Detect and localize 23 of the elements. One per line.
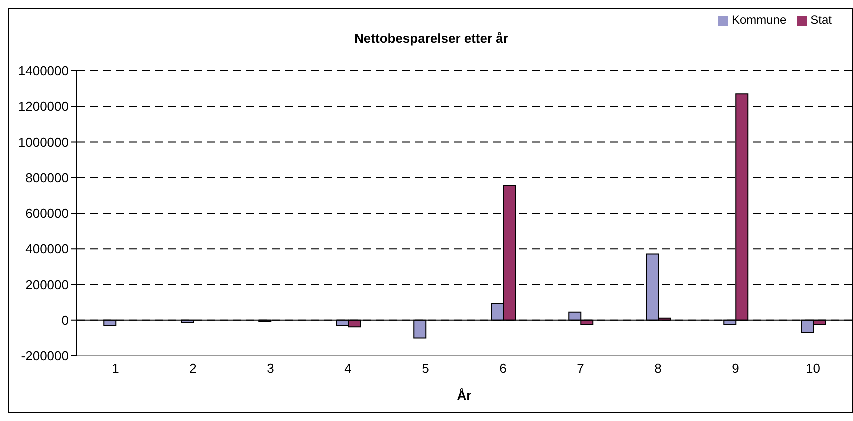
- y-tick-label: 600000: [26, 206, 69, 222]
- y-tick-label: 200000: [26, 277, 69, 292]
- y-tick-label: 800000: [26, 170, 69, 186]
- x-tick-label: 2: [190, 361, 197, 376]
- legend-label: Kommune: [732, 13, 787, 27]
- x-tick-label: 6: [500, 361, 507, 376]
- legend-label: Stat: [810, 13, 832, 27]
- x-tick-label: 1: [112, 361, 120, 376]
- y-tick-label: 1000000: [18, 134, 69, 150]
- x-tick-label: 4: [344, 361, 352, 376]
- y-tick-label: 400000: [26, 242, 69, 257]
- y-tick-label: 0: [62, 312, 69, 328]
- x-tick-label: 3: [267, 361, 274, 376]
- x-tick-label: 5: [422, 361, 430, 376]
- x-tick-label: 10: [806, 361, 820, 376]
- x-tick-label: 9: [732, 361, 740, 376]
- chart-title: Nettobesparelser etter år: [354, 31, 510, 46]
- y-tick-label: 1200000: [18, 99, 69, 114]
- x-tick-label: 8: [654, 361, 662, 376]
- y-tick-label: -200000: [21, 348, 69, 364]
- x-tick-label: 7: [577, 361, 584, 376]
- y-tick-label: 1400000: [18, 64, 69, 79]
- x-axis-title: År: [457, 388, 472, 403]
